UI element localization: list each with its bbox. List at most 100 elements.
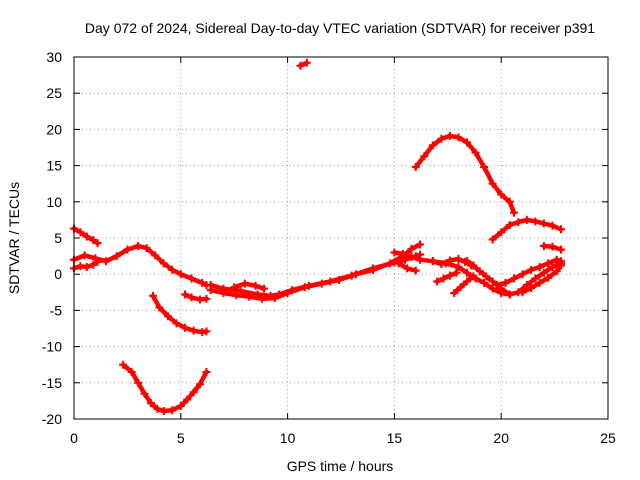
data-point [202, 294, 211, 303]
data-point [469, 261, 478, 270]
data-point [454, 254, 463, 263]
data-point [557, 225, 566, 234]
y-tick-label: 5 [54, 230, 62, 246]
data-point [531, 274, 540, 283]
grid [74, 57, 608, 419]
data-point [469, 272, 478, 281]
x-tick-label: 5 [177, 430, 185, 446]
data-point [386, 259, 395, 268]
data-point [411, 266, 420, 275]
data-point [172, 319, 181, 328]
axis-ticks: 0 5 10 15 20 25 -20 -15 -10 -5 0 5 10 15 20 25 30 [42, 49, 616, 446]
data-point [439, 274, 448, 283]
data-point [181, 323, 190, 332]
data-point [544, 273, 553, 282]
data-point [206, 286, 215, 295]
data-point [428, 141, 437, 150]
data-point [518, 270, 527, 279]
data-point [181, 290, 190, 299]
y-tick-label: 15 [46, 158, 62, 174]
series-arc8 [208, 242, 423, 302]
data-point [89, 236, 98, 245]
data-point [155, 303, 164, 312]
data-point [146, 399, 155, 408]
data-point [452, 268, 461, 277]
data-point [557, 245, 566, 254]
data-point [283, 289, 292, 298]
data-point [390, 248, 399, 257]
data-point [428, 257, 437, 266]
data-point [134, 378, 143, 387]
data-point [463, 277, 472, 286]
data-point [80, 251, 89, 260]
data-point [497, 228, 506, 237]
data-point [471, 148, 480, 157]
data-point [539, 241, 548, 250]
data-point [510, 274, 519, 283]
data-point [454, 262, 463, 271]
data-point [548, 262, 557, 271]
data-point [102, 257, 111, 266]
x-tick-label: 15 [387, 430, 403, 446]
x-tick-label: 0 [70, 430, 78, 446]
y-axis-label: SDTVAR / TECUs [6, 182, 22, 294]
data-point [127, 367, 136, 376]
data-point [159, 407, 168, 416]
data-point [501, 278, 510, 287]
data-point [398, 249, 407, 258]
data-point [480, 163, 489, 172]
data-point [416, 240, 425, 249]
series-arc13 [413, 133, 517, 215]
data-point [527, 283, 536, 292]
data-point [539, 268, 548, 277]
data-point [527, 265, 536, 274]
data-point [552, 255, 561, 264]
data-point [557, 261, 566, 270]
data-point [450, 289, 459, 298]
y-tick-label: 10 [46, 194, 62, 210]
data-point [544, 259, 553, 268]
y-tick-label: -20 [42, 411, 62, 427]
data-point [488, 235, 497, 244]
data-point [552, 267, 561, 276]
y-tick-label: -5 [50, 302, 63, 318]
data-point [445, 271, 454, 280]
data-point [369, 265, 378, 274]
data-point [151, 251, 160, 260]
data-point [548, 242, 557, 251]
data-point [159, 259, 168, 268]
plot-frame [73, 56, 609, 420]
data-point [334, 275, 343, 284]
data-point [482, 272, 491, 281]
data-point [183, 395, 192, 404]
data-point [497, 190, 506, 199]
data-point [403, 264, 412, 273]
data-point [505, 290, 514, 299]
data-point [463, 138, 472, 147]
data-point [219, 289, 228, 298]
data-point [189, 326, 198, 335]
data-point [454, 133, 463, 142]
data-point [245, 292, 254, 301]
y-tick-label: 20 [46, 121, 62, 137]
data-point [134, 241, 143, 250]
data-point [463, 257, 472, 266]
data-point [407, 252, 416, 261]
data-point [202, 367, 211, 376]
y-tick-label: -15 [42, 375, 62, 391]
data-point [492, 281, 501, 290]
data-point [187, 274, 196, 283]
data-point [535, 278, 544, 287]
series-arc16 [451, 274, 476, 296]
data-point [531, 217, 540, 226]
data-point [437, 260, 446, 269]
x-axis-label: GPS time / hours [287, 458, 394, 474]
data-point [539, 219, 548, 228]
data-point [89, 260, 98, 269]
data-point [168, 265, 177, 274]
data-point [437, 134, 446, 143]
data-point [548, 221, 557, 230]
data-point [480, 278, 489, 287]
data-point [514, 218, 523, 227]
data-point [518, 288, 527, 297]
